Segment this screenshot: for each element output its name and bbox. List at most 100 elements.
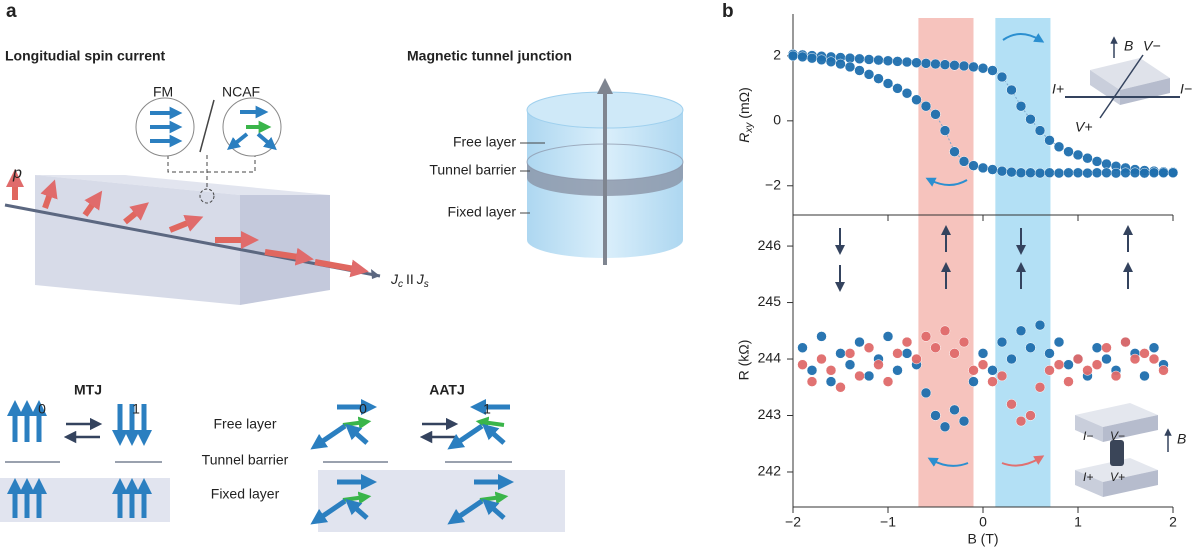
arrow bbox=[342, 416, 372, 430]
sweep-arrow bbox=[927, 457, 969, 467]
arrow bbox=[310, 498, 347, 525]
data-point bbox=[863, 342, 875, 353]
background-layer: −2 0 2 242 243 244 245 246 −2 −1 0 1 2 bbox=[0, 14, 1180, 532]
x-axis-label: B (T) bbox=[967, 531, 998, 547]
data-point bbox=[1006, 353, 1017, 365]
current-label: Jc II Js bbox=[390, 271, 429, 290]
x-tick-label: 2 bbox=[1169, 514, 1177, 530]
data-point bbox=[1015, 415, 1027, 427]
arrow bbox=[447, 423, 484, 450]
data-point bbox=[1082, 167, 1093, 179]
data-point bbox=[816, 353, 827, 365]
arrow bbox=[256, 132, 277, 151]
ncaf-label: NCAF bbox=[222, 84, 260, 100]
inset-label: I+ bbox=[1052, 81, 1064, 97]
arrow bbox=[264, 247, 314, 266]
data-point bbox=[1072, 353, 1084, 365]
data-point bbox=[1101, 158, 1112, 170]
data-point bbox=[1034, 125, 1046, 136]
panel-label: a bbox=[6, 1, 17, 22]
arrow bbox=[82, 190, 103, 217]
data-point bbox=[977, 359, 989, 370]
inset-plate bbox=[1075, 403, 1158, 427]
shaded-band bbox=[918, 18, 974, 507]
data-point bbox=[1158, 167, 1169, 179]
data-point bbox=[863, 54, 875, 65]
barrier bbox=[527, 162, 683, 196]
fm-label: FM bbox=[153, 84, 173, 100]
data-point bbox=[987, 65, 998, 76]
y-axis-label: Rxy (mΩ) bbox=[736, 87, 755, 142]
data-point bbox=[1082, 152, 1093, 164]
arrow bbox=[168, 214, 204, 233]
data-point bbox=[1034, 382, 1046, 393]
data-point bbox=[1015, 100, 1027, 112]
data-point bbox=[1044, 135, 1055, 146]
data-point bbox=[968, 61, 979, 73]
sub: s bbox=[424, 279, 429, 290]
data-point bbox=[1006, 84, 1017, 96]
par: II bbox=[406, 271, 414, 287]
data-point bbox=[911, 353, 922, 365]
data-point bbox=[1063, 359, 1074, 370]
inset-label: I+ bbox=[1083, 470, 1093, 484]
arrow bbox=[227, 132, 249, 150]
data-point bbox=[1129, 353, 1141, 365]
data-point bbox=[920, 331, 932, 342]
sweep-arrow bbox=[1001, 455, 1045, 467]
inset-plate bbox=[1075, 458, 1158, 482]
device-title: AATJ bbox=[429, 382, 465, 398]
data-point bbox=[854, 336, 865, 348]
inset-label: V− bbox=[1110, 429, 1125, 443]
sweep-arrow bbox=[925, 177, 968, 187]
inset-label: B bbox=[1124, 38, 1133, 54]
data-point bbox=[996, 165, 1008, 177]
data-point bbox=[930, 410, 941, 421]
data-point bbox=[968, 160, 979, 171]
data-point bbox=[844, 52, 856, 64]
data-point bbox=[1025, 410, 1036, 421]
y-tick-label: 242 bbox=[758, 463, 782, 479]
data-point bbox=[977, 162, 989, 174]
arrow bbox=[310, 423, 347, 450]
sub: xy bbox=[744, 122, 755, 134]
data-point bbox=[1091, 167, 1103, 179]
data-point bbox=[835, 382, 846, 393]
layer-label: Free layer bbox=[453, 134, 516, 150]
data-point bbox=[958, 60, 970, 72]
data-point bbox=[1167, 167, 1179, 179]
data-point bbox=[825, 376, 837, 387]
data-point bbox=[882, 55, 894, 67]
data-point bbox=[920, 58, 932, 69]
data-point bbox=[977, 62, 989, 74]
data-point bbox=[939, 325, 951, 337]
x-tick-label: 0 bbox=[979, 514, 987, 530]
data-point bbox=[1034, 167, 1046, 179]
inset-plate bbox=[1075, 415, 1103, 442]
data-point bbox=[1044, 167, 1055, 179]
block-front bbox=[35, 175, 240, 305]
data-point bbox=[1110, 370, 1122, 382]
arrow bbox=[344, 498, 369, 520]
data-point bbox=[968, 365, 979, 376]
data-point bbox=[930, 109, 941, 120]
data-point bbox=[806, 52, 818, 64]
data-point bbox=[958, 336, 970, 348]
data-point bbox=[1101, 342, 1112, 353]
inset-wire bbox=[1099, 54, 1144, 119]
data-point bbox=[1015, 167, 1027, 179]
y-tick-label: 246 bbox=[758, 237, 782, 253]
data-point bbox=[1015, 325, 1027, 337]
layer-label: Free layer bbox=[213, 416, 276, 432]
data-point bbox=[949, 60, 960, 71]
unit: (mΩ) bbox=[736, 87, 752, 122]
inset-label: I− bbox=[1083, 429, 1093, 443]
data-point bbox=[854, 65, 865, 76]
slash bbox=[199, 99, 215, 153]
shaded-band bbox=[995, 18, 1051, 507]
data-point bbox=[825, 365, 837, 376]
data-point bbox=[1044, 348, 1055, 359]
arrow bbox=[123, 202, 149, 225]
data-point bbox=[1006, 398, 1017, 410]
data-point bbox=[987, 164, 998, 175]
